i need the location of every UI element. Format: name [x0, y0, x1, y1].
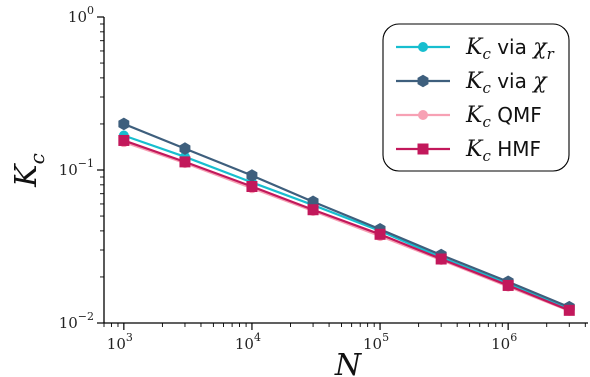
x-axis-label: N	[334, 348, 363, 377]
x-tick-label-3: 106	[491, 331, 517, 353]
y-axis-label-main: K	[9, 163, 44, 188]
legend: Kc via χr Kc via χ Kc QMF Kc HMF	[382, 23, 570, 172]
legend-marker-1	[417, 74, 429, 88]
series-3-point-7	[563, 304, 575, 316]
series-3-point-6	[502, 279, 514, 291]
x-tick-label-2: 105	[363, 331, 389, 353]
legend-label-3: Kc HMF	[465, 137, 541, 165]
y-tick-label-2: 100	[68, 4, 94, 26]
series-3-point-1	[179, 156, 191, 168]
legend-entry-3: Kc HMF	[396, 137, 541, 165]
plot-area	[118, 117, 575, 316]
legend-marker-3	[417, 143, 429, 155]
legend-label-0: Kc via χr	[465, 35, 555, 63]
x-tick-label-0: 103	[107, 331, 133, 353]
legend-marker-0	[418, 42, 428, 52]
series-3-point-0	[118, 134, 130, 146]
y-tick-label-1: 10−1	[59, 157, 94, 179]
series-1-point-0	[118, 117, 130, 131]
series-3-point-2	[246, 181, 258, 193]
y-axis-label: Kc	[9, 153, 49, 188]
series-1-point-1	[179, 142, 191, 155]
y-axis-label-sub: c	[25, 153, 49, 164]
legend-entry-0: Kc via χr	[396, 35, 555, 63]
legend-label-2: Kc QMF	[465, 103, 542, 131]
series-1-point-2	[246, 169, 258, 182]
series-3-point-5	[435, 253, 447, 265]
legend-label-1: Kc via χ	[465, 69, 548, 97]
legend-marker-2	[418, 110, 428, 120]
legend-entry-1: Kc via χ	[396, 69, 548, 97]
x-tick-label-1: 104	[235, 331, 261, 353]
series-3-point-4	[374, 228, 386, 240]
series-3-line	[123, 139, 570, 312]
y-tick-label-0: 10−2	[59, 310, 94, 332]
axes: 103 104 105 106 10−2 10−1 100	[59, 4, 588, 353]
legend-entry-2: Kc QMF	[396, 103, 542, 131]
series-3	[118, 134, 575, 316]
series-3-point-3	[307, 204, 319, 216]
series-0-line	[123, 134, 570, 311]
series-1-line	[123, 122, 570, 309]
legend-box	[382, 23, 570, 172]
